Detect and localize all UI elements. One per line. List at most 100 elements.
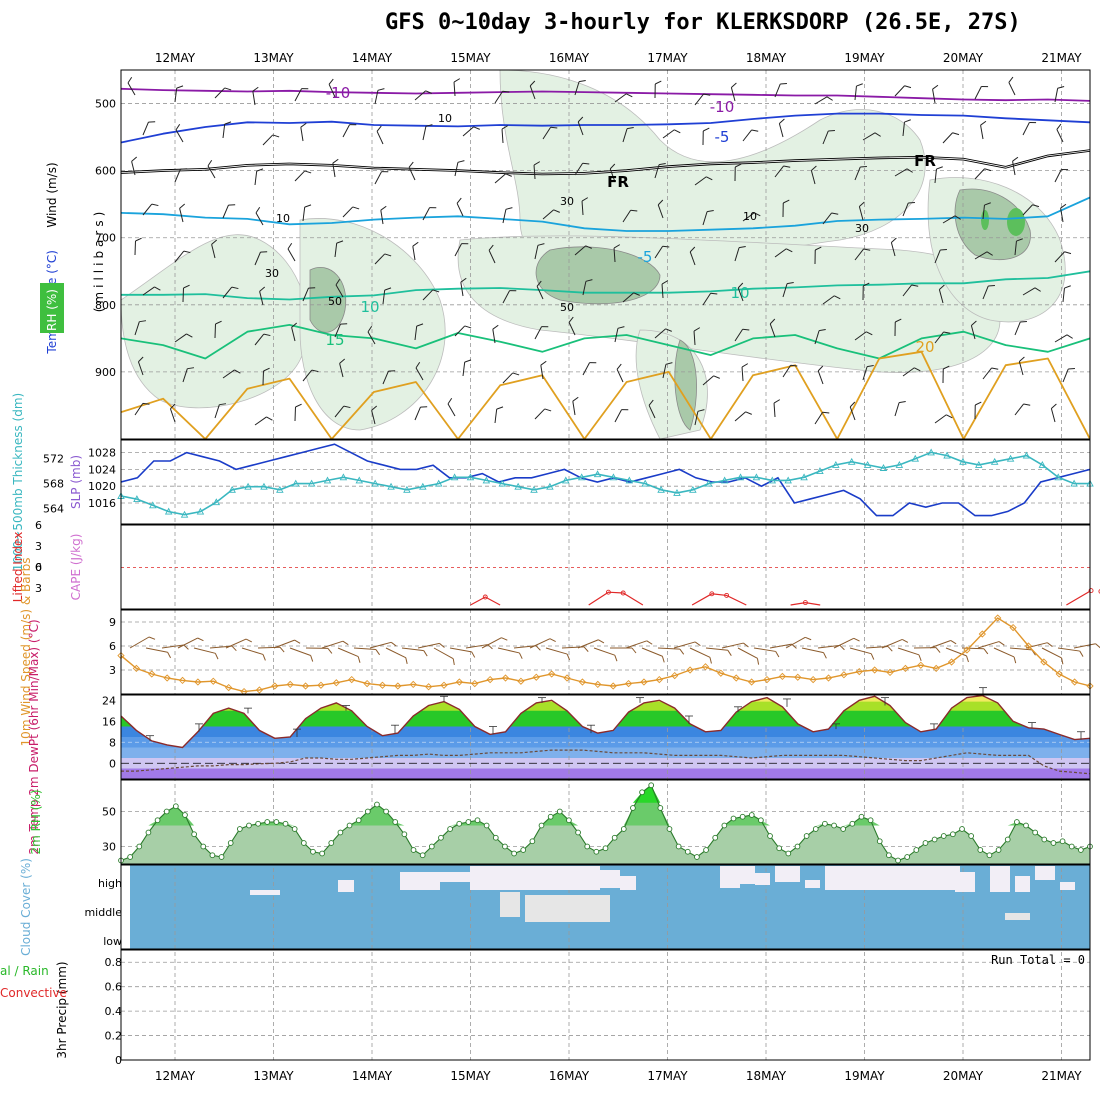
rh2m-marker bbox=[575, 829, 581, 836]
wind10-marker bbox=[701, 663, 710, 671]
wind-barb-flag bbox=[1032, 204, 1040, 208]
wind-barb-staff bbox=[702, 211, 708, 226]
wind-barb-staff bbox=[582, 362, 591, 376]
rh2m-fill-peak bbox=[121, 785, 1090, 803]
wind10-marker bbox=[671, 671, 679, 680]
wind-tick-label: 3 bbox=[109, 664, 116, 677]
wind-barb bbox=[894, 168, 913, 177]
wind-barb bbox=[1050, 403, 1057, 423]
wind10-barb bbox=[641, 647, 665, 663]
wind-barb-flag bbox=[180, 168, 188, 170]
wind10-marker bbox=[563, 674, 571, 682]
lifted-index-marker bbox=[620, 590, 626, 596]
lifted-index-marker bbox=[1088, 588, 1094, 594]
rh-contour-label: 50 bbox=[328, 295, 342, 308]
wind10-barb bbox=[145, 647, 172, 659]
wind-barb-flag bbox=[627, 127, 634, 130]
wind-barb-flag bbox=[544, 408, 552, 412]
wind-barb-staff bbox=[1054, 88, 1059, 103]
wind10-barb-flag bbox=[405, 657, 408, 665]
wind-barb-flag bbox=[1057, 85, 1065, 89]
lifted-index-marker bbox=[724, 592, 730, 598]
wind-barb-staff bbox=[207, 165, 216, 179]
wind10-barb-staff bbox=[977, 641, 1000, 649]
wind-barb-flag bbox=[773, 399, 781, 404]
temp-line bbox=[121, 695, 1090, 749]
wind-barb bbox=[782, 282, 794, 298]
wind10-marker bbox=[809, 675, 817, 684]
wind-barb-staff bbox=[974, 251, 988, 260]
wind-barb-flag bbox=[1051, 403, 1057, 409]
rh2m-marker bbox=[566, 817, 572, 824]
wind-barb bbox=[702, 127, 710, 146]
wind-barb bbox=[294, 88, 309, 102]
wind10-marker bbox=[824, 674, 833, 682]
thickness-marker bbox=[291, 479, 300, 487]
cloud-gap-high bbox=[1035, 866, 1055, 880]
wind-barb-flag bbox=[425, 90, 432, 94]
wind-barb bbox=[654, 328, 672, 339]
wind-barb bbox=[622, 209, 638, 223]
wind-barb bbox=[1054, 169, 1069, 183]
contour-label: 10 bbox=[730, 284, 749, 302]
wind-barb-flag bbox=[952, 132, 960, 136]
date-label-bottom: 12MAY bbox=[155, 1069, 196, 1083]
wind10-barb bbox=[817, 644, 845, 651]
rh2m-marker bbox=[611, 834, 618, 841]
wind-barb-flag bbox=[662, 245, 670, 248]
panel-frame bbox=[120, 694, 1091, 780]
wind-barb-staff bbox=[534, 408, 546, 420]
wind-barb-flag bbox=[416, 323, 424, 327]
wind-barb-staff bbox=[1054, 334, 1068, 343]
wind-barb-flag bbox=[340, 323, 348, 325]
pressure-tick-label: 500 bbox=[95, 98, 116, 111]
wind-barb-staff bbox=[902, 122, 905, 137]
contour-label: -10 bbox=[710, 98, 735, 116]
wind-barb-flag bbox=[856, 83, 863, 87]
wind-barb bbox=[294, 170, 312, 182]
wind-barb-flag bbox=[737, 282, 744, 289]
precip-tick-label: 0.8 bbox=[105, 956, 123, 969]
wind-barb-flag bbox=[581, 197, 589, 202]
wind-barb-flag bbox=[585, 279, 593, 282]
wind-barb-staff bbox=[814, 411, 824, 425]
wind10-barb bbox=[161, 644, 189, 650]
wind-barb bbox=[339, 358, 346, 378]
wind-barb-staff bbox=[974, 168, 985, 180]
rh2m-marker bbox=[785, 850, 792, 857]
rh2m-marker bbox=[739, 813, 746, 820]
wind-barb bbox=[689, 246, 696, 266]
wind-barb-flag bbox=[904, 119, 911, 123]
wind10-marker bbox=[317, 681, 325, 689]
wind-barb bbox=[614, 409, 629, 423]
wind-barb-flag bbox=[826, 96, 833, 101]
wind-barb bbox=[814, 96, 833, 105]
wind10-barb-staff bbox=[801, 647, 824, 654]
cloud-axis-label: Cloud Cover (%) bbox=[19, 858, 33, 956]
wind-barb bbox=[662, 362, 673, 379]
wind-barb bbox=[694, 176, 713, 186]
rh2m-marker bbox=[675, 843, 682, 850]
rh2m-marker bbox=[556, 808, 563, 815]
rh2m-tick-label: 50 bbox=[102, 806, 116, 819]
wind-barb-flag bbox=[980, 120, 987, 126]
wind10-marker bbox=[409, 680, 417, 689]
wind-barb-staff bbox=[742, 129, 753, 142]
wind10-barb-staff bbox=[433, 647, 454, 660]
wind-barb-staff bbox=[182, 368, 188, 383]
wind10-barb bbox=[610, 647, 637, 654]
date-label-top: 20MAY bbox=[943, 51, 984, 65]
wind10-barb-flag bbox=[214, 653, 219, 660]
thickness-marker bbox=[228, 485, 236, 493]
wind10-barb bbox=[945, 647, 969, 663]
wind-barb bbox=[533, 161, 541, 180]
wind10-barb bbox=[529, 638, 556, 649]
wind-barb-staff bbox=[702, 292, 712, 306]
wind-barb-staff bbox=[287, 248, 296, 262]
wind-barb-flag bbox=[259, 286, 266, 292]
wind10-barb-flag bbox=[998, 641, 1005, 646]
wind10-barb-flag bbox=[390, 641, 397, 647]
wind-barb bbox=[577, 116, 584, 136]
wind-barb bbox=[982, 367, 999, 380]
wind-barb-staff bbox=[334, 405, 345, 418]
